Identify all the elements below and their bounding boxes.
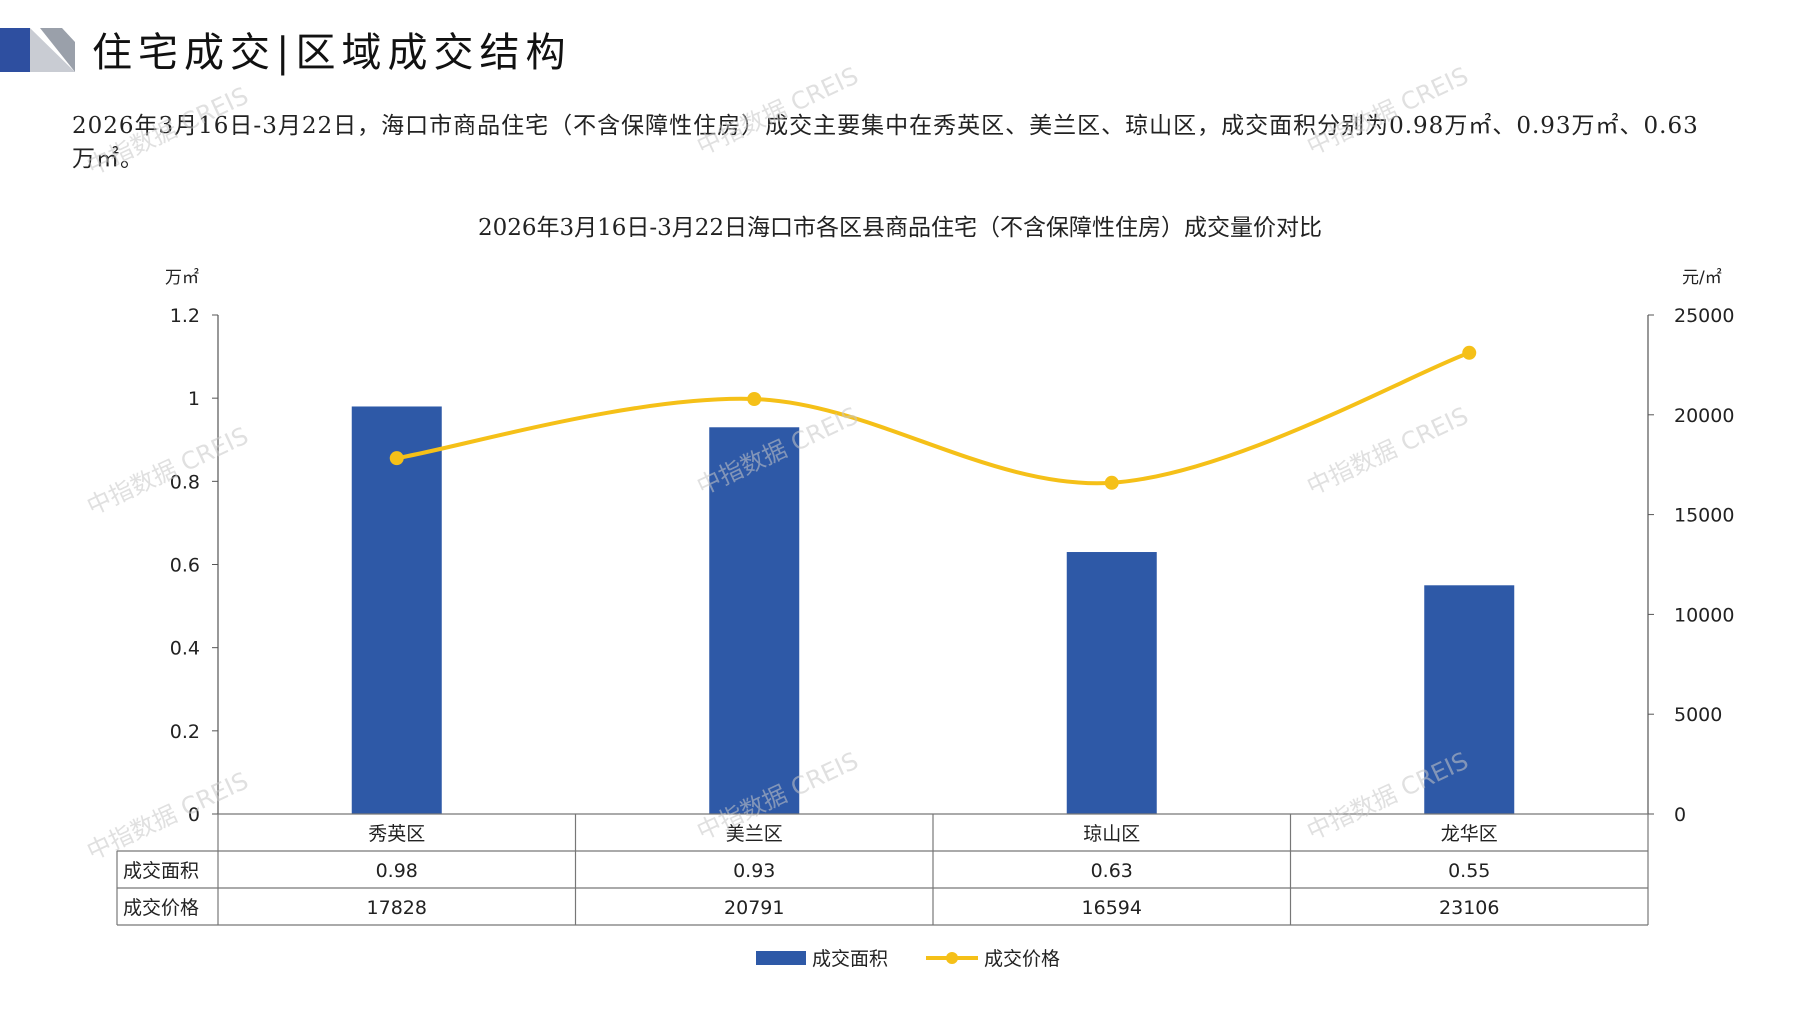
legend-label-area: 成交面积 — [812, 948, 888, 970]
table-cell-area: 0.98 — [376, 860, 418, 882]
table-cell-price: 23106 — [1439, 897, 1499, 919]
left-axis-tick-label: 0.2 — [170, 721, 200, 743]
right-axis-unit: 元/㎡ — [1682, 268, 1722, 288]
table-cell-price: 17828 — [367, 897, 427, 919]
left-axis-unit: 万㎡ — [165, 268, 199, 288]
table-row-header: 成交价格 — [123, 897, 199, 919]
legend-marker-price — [946, 952, 958, 964]
right-axis-tick-label: 15000 — [1674, 505, 1734, 527]
table-cell-area: 0.63 — [1091, 860, 1133, 882]
right-axis-tick-label: 20000 — [1674, 405, 1734, 427]
price-point-龙华区 — [1462, 345, 1477, 360]
bar-龙华区 — [1424, 585, 1515, 814]
header-logo-mark — [0, 28, 75, 72]
bar-美兰区 — [709, 427, 800, 814]
bar-秀英区 — [351, 406, 442, 814]
category-label: 美兰区 — [726, 823, 783, 845]
table-cell-area: 0.93 — [733, 860, 775, 882]
category-label: 琼山区 — [1083, 823, 1140, 845]
category-label: 龙华区 — [1441, 823, 1498, 845]
table-row-header: 成交面积 — [123, 860, 199, 882]
page-title: 住宅成交|区域成交结构 — [92, 30, 572, 76]
right-axis-tick-label: 5000 — [1674, 704, 1722, 726]
price-point-美兰区 — [747, 392, 762, 407]
category-label: 秀英区 — [368, 823, 425, 845]
price-line — [396, 350, 1470, 486]
table-cell-price: 16594 — [1082, 897, 1142, 919]
left-axis-tick-label: 0.6 — [170, 555, 200, 577]
legend-swatch-area — [756, 951, 806, 965]
legend-label-price: 成交价格 — [984, 948, 1060, 970]
table-cell-area: 0.55 — [1448, 860, 1490, 882]
right-axis-tick-label: 10000 — [1674, 604, 1734, 626]
left-axis-tick-label: 1.2 — [170, 305, 200, 327]
summary-text: 2026年3月16日-3月22日，海口市商品住宅（不含保障性住房）成交主要集中在… — [72, 113, 1699, 172]
price-point-秀英区 — [389, 451, 404, 466]
right-axis-tick-label: 25000 — [1674, 305, 1734, 327]
table-cell-price: 20791 — [724, 897, 784, 919]
bar-琼山区 — [1066, 552, 1157, 814]
right-axis-tick-label: 0 — [1674, 804, 1686, 826]
left-axis-tick-label: 0.4 — [170, 638, 200, 660]
price-point-琼山区 — [1104, 475, 1119, 490]
left-axis-tick-label: 1 — [188, 388, 200, 410]
left-axis-tick-label: 0.8 — [170, 471, 200, 493]
chart-title: 2026年3月16日-3月22日海口市各区县商品住宅（不含保障性住房）成交量价对… — [478, 215, 1322, 241]
left-axis-tick-label: 0 — [188, 804, 200, 826]
